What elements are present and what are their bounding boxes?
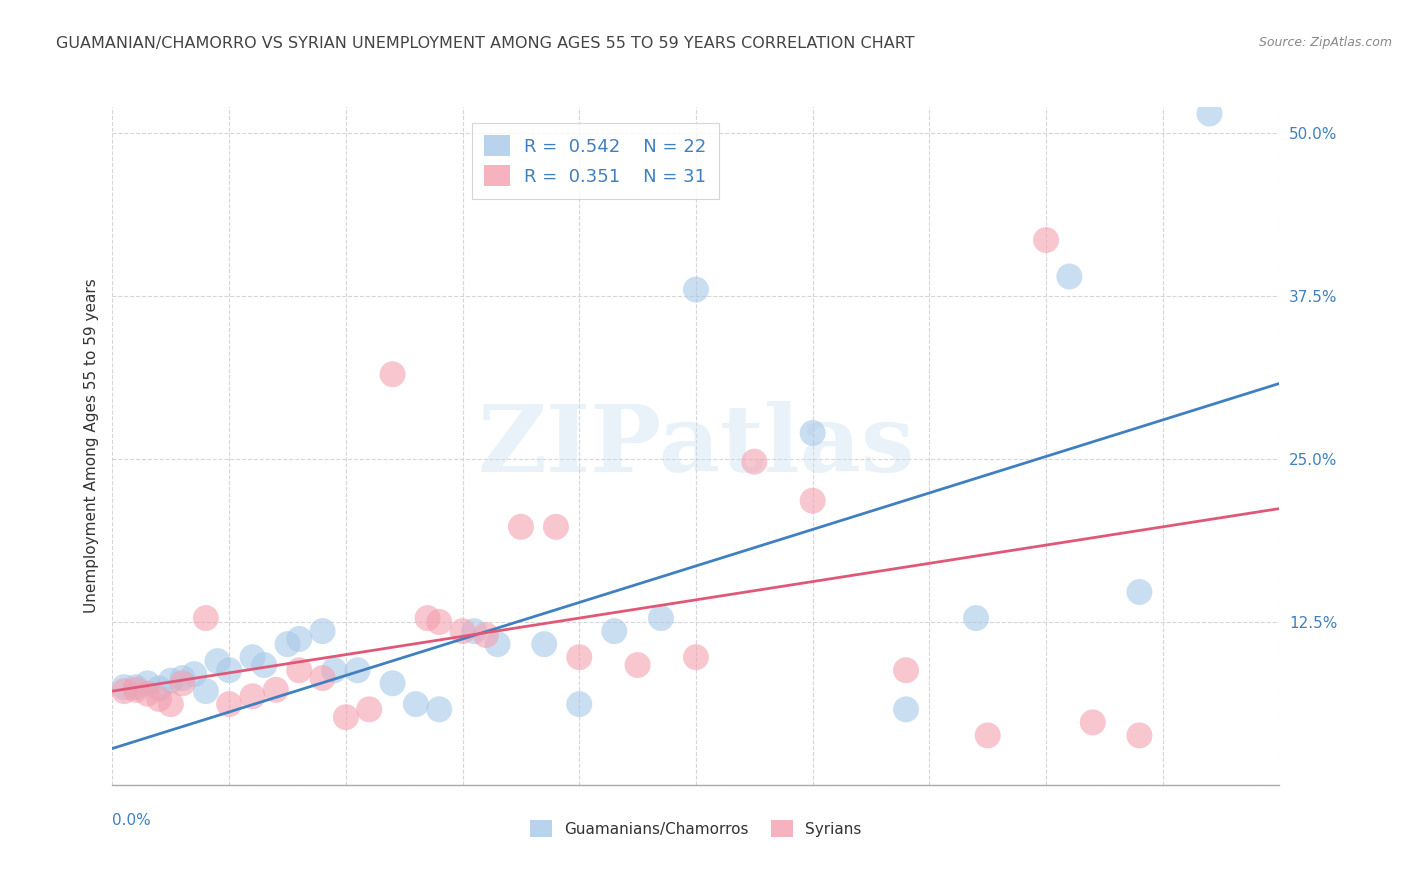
Text: Source: ZipAtlas.com: Source: ZipAtlas.com [1258, 36, 1392, 49]
Point [335, 710, 357, 724]
Point [627, 658, 650, 673]
Point [381, 676, 404, 690]
Point [1128, 585, 1150, 599]
Point [136, 687, 159, 701]
Point [685, 283, 707, 297]
Point [1035, 233, 1057, 247]
Point [242, 690, 264, 704]
Point [125, 680, 148, 694]
Point [218, 663, 240, 677]
Point [288, 663, 311, 677]
Point [112, 680, 135, 694]
Point [183, 667, 205, 681]
Text: 0.0%: 0.0% [112, 814, 152, 829]
Point [685, 650, 707, 665]
Text: GUAMANIAN/CHAMORRO VS SYRIAN UNEMPLOYMENT AMONG AGES 55 TO 59 YEARS CORRELATION : GUAMANIAN/CHAMORRO VS SYRIAN UNEMPLOYMEN… [56, 36, 915, 51]
Point [1198, 106, 1220, 120]
Point [323, 663, 346, 677]
Point [242, 650, 264, 665]
Point [125, 682, 148, 697]
Y-axis label: Unemployment Among Ages 55 to 59 years: Unemployment Among Ages 55 to 59 years [83, 278, 98, 614]
Point [533, 637, 555, 651]
Point [451, 624, 474, 639]
Point [381, 368, 404, 382]
Point [742, 455, 765, 469]
Point [288, 632, 311, 646]
Point [965, 611, 987, 625]
Point [359, 702, 381, 716]
Legend: Guamanians/Chamorros, Syrians: Guamanians/Chamorros, Syrians [523, 813, 869, 845]
Point [264, 682, 287, 697]
Point [1059, 269, 1081, 284]
Point [218, 697, 240, 711]
Point [801, 425, 824, 440]
Point [346, 663, 368, 677]
Point [148, 692, 170, 706]
Point [276, 637, 298, 651]
Point [405, 697, 427, 711]
Point [172, 671, 194, 685]
Point [486, 637, 509, 651]
Point [427, 702, 450, 716]
Point [544, 520, 567, 534]
Point [463, 624, 485, 639]
Point [475, 628, 498, 642]
Point [112, 684, 135, 698]
Point [311, 671, 333, 685]
Point [427, 615, 450, 629]
Text: ZIPatlas: ZIPatlas [478, 401, 914, 491]
Point [603, 624, 626, 639]
Point [148, 681, 170, 696]
Point [160, 673, 183, 688]
Point [568, 697, 591, 711]
Point [1128, 728, 1150, 742]
Point [136, 676, 159, 690]
Point [207, 654, 229, 668]
Point [894, 663, 917, 677]
Point [416, 611, 439, 625]
Point [509, 520, 531, 534]
Point [194, 611, 217, 625]
Point [172, 676, 194, 690]
Point [568, 650, 591, 665]
Point [650, 611, 672, 625]
Point [1081, 715, 1104, 730]
Point [194, 684, 217, 698]
Point [894, 702, 917, 716]
Point [801, 493, 824, 508]
Point [253, 658, 276, 673]
Point [976, 728, 998, 742]
Point [311, 624, 333, 639]
Point [160, 697, 183, 711]
